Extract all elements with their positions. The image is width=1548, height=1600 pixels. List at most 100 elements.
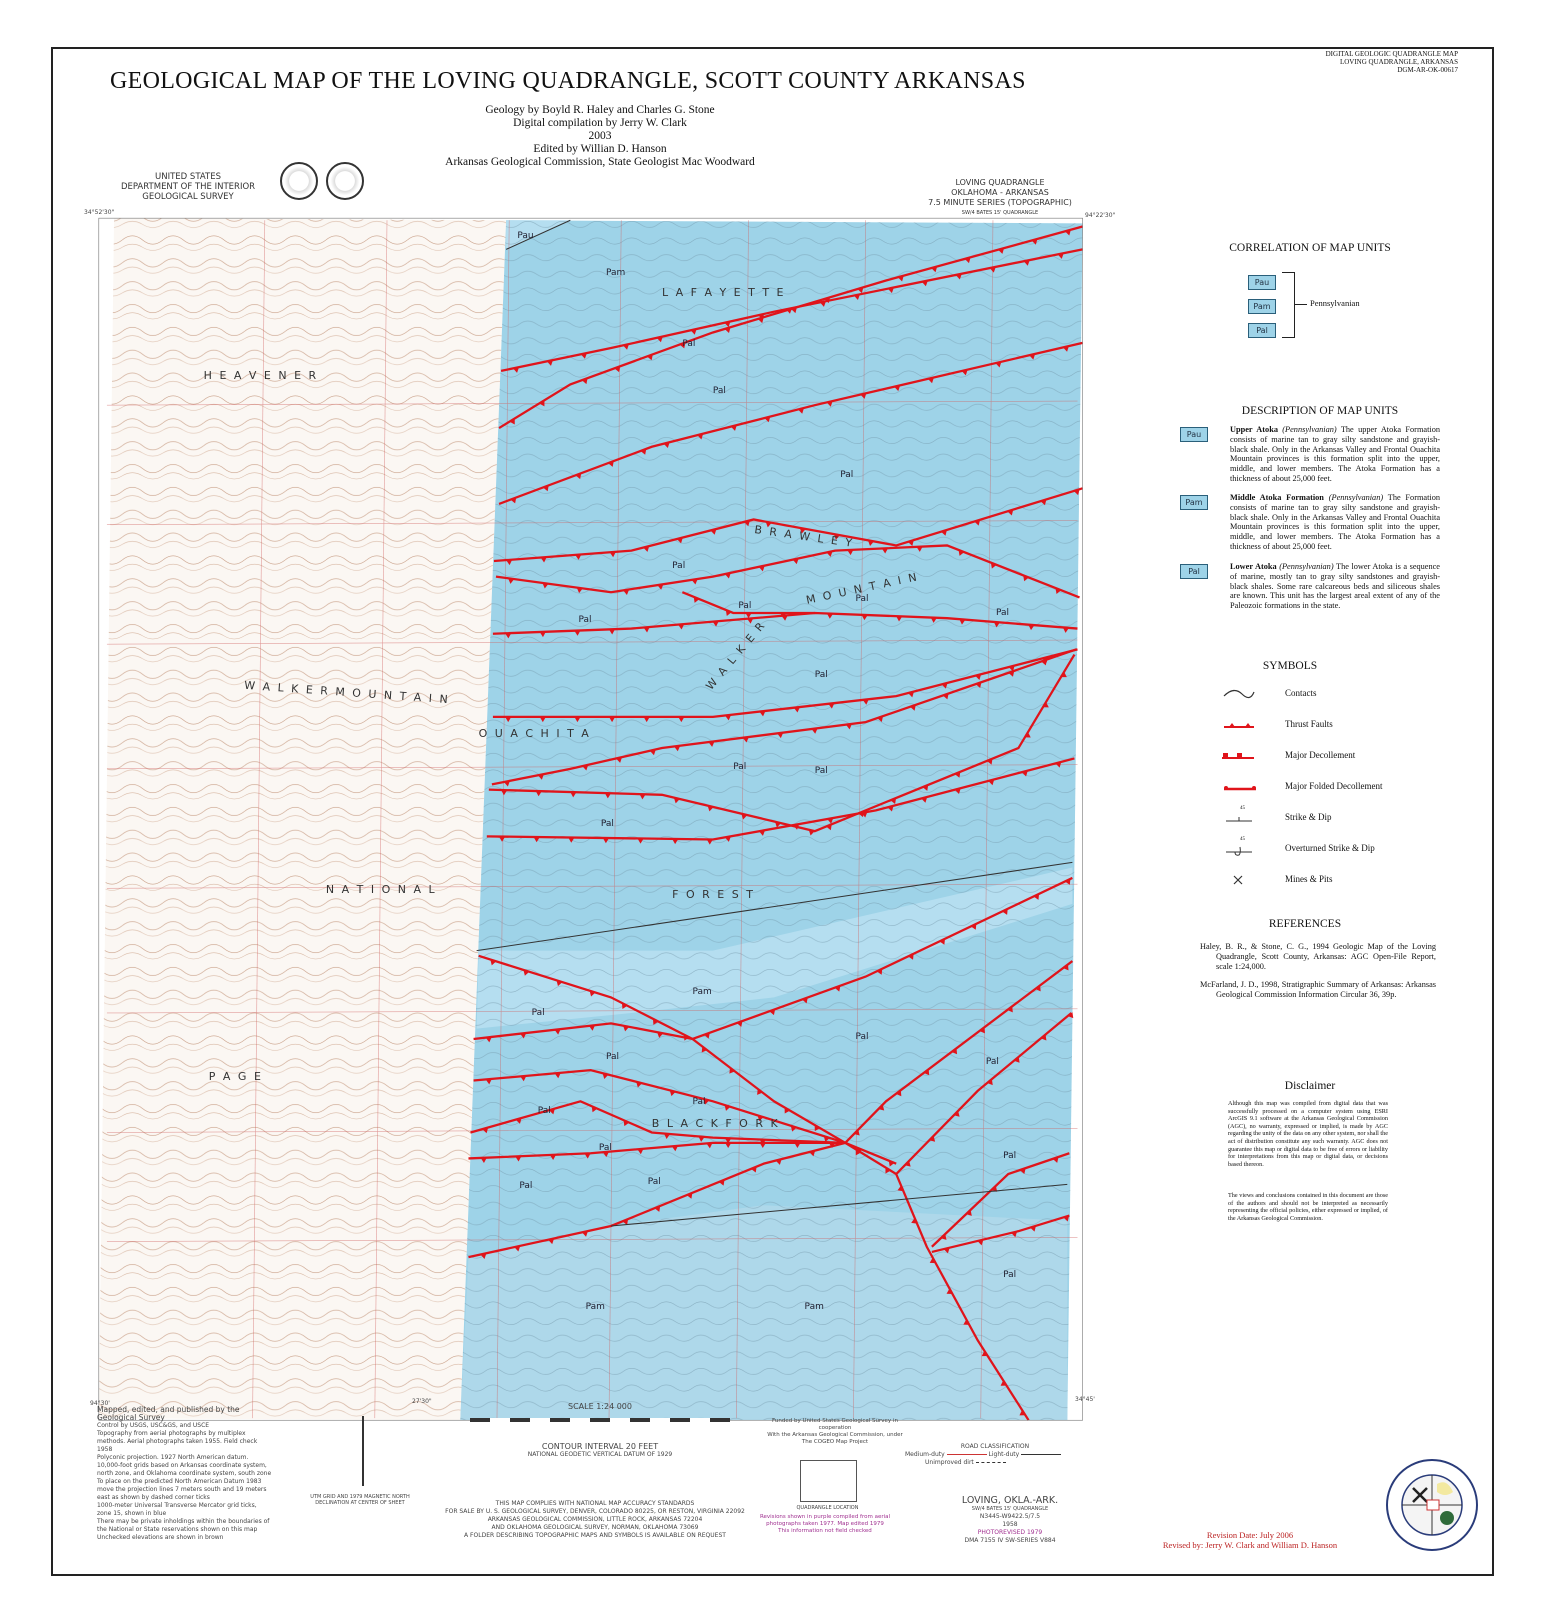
description-heading: DESCRIPTION OF MAP UNITS [1241, 405, 1399, 417]
map-unit-label: Pal [840, 469, 854, 480]
funding-line: Funded by United States Geological Surve… [772, 1418, 898, 1431]
corner-coordinate: 94°22'30" [1085, 212, 1116, 219]
fault-teeth-icon [990, 562, 997, 569]
fault-teeth-icon [1062, 627, 1069, 633]
place-label: B L A C K F O R K [651, 1116, 780, 1130]
contour-interval: CONTOUR INTERVAL 20 FEET [541, 1442, 659, 1451]
fault-teeth-icon [570, 792, 577, 798]
contact-line [505, 219, 571, 250]
fault-teeth-icon [798, 407, 804, 414]
fault-teeth-icon [814, 1125, 820, 1132]
credit-line: Geology by Boyld R. Haley and Charles G.… [485, 104, 715, 116]
fault-teeth-icon [819, 301, 826, 307]
fault-teeth-icon [707, 805, 714, 812]
map-unit-label: Pam [585, 1301, 605, 1312]
fault-teeth-icon [929, 1257, 936, 1264]
fault-teeth-icon [1067, 1012, 1074, 1019]
fault-teeth-icon [506, 559, 513, 566]
fault-teeth-icon [958, 549, 965, 556]
fault-teeth-icon [654, 1205, 661, 1212]
symbol-label: Major Decollement [1285, 750, 1356, 760]
fault-teeth-icon [826, 551, 833, 557]
fault-teeth-icon [539, 400, 545, 407]
fault-teeth-icon [520, 1032, 527, 1039]
fault-teeth-icon [501, 789, 508, 796]
fault-teeth-icon [1030, 1225, 1036, 1232]
unit-box-pau: Pau [1248, 275, 1276, 290]
fault-teeth-icon [652, 1018, 659, 1025]
fault-teeth-icon [574, 630, 581, 636]
fault-teeth-icon [548, 1238, 555, 1245]
fault-teeth-icon [691, 578, 698, 585]
road-classification: ROAD CLASSIFICATION Medium-duty Light-du… [905, 1443, 1085, 1467]
fault-teeth-icon [505, 633, 512, 639]
map-series-id: DIGITAL GEOLOGIC QUADRANGLE MAP LOVING Q… [1326, 50, 1458, 74]
standards-line: FOR SALE BY U. S. GEOLOGICAL SURVEY, DEN… [445, 1508, 745, 1515]
section-line [496, 220, 510, 1419]
fault-teeth-icon [941, 682, 948, 689]
fault-teeth-icon [686, 1192, 693, 1199]
section-line [106, 764, 1078, 770]
fault-teeth-icon [674, 745, 681, 752]
fault-teeth-icon [1021, 770, 1028, 777]
fault-teeth-icon [757, 1088, 763, 1095]
road-heading: ROAD CLASSIFICATION [960, 1443, 1030, 1450]
funding-note: Funded by United States Geological Surve… [760, 1418, 910, 1446]
fault-teeth-icon [539, 631, 546, 638]
fault-teeth-icon [991, 1185, 998, 1192]
fault-teeth-icon [845, 723, 852, 730]
fault-teeth-icon [910, 704, 916, 711]
unit-text: The Formation consists of marine tan to … [1230, 493, 1441, 551]
fault-teeth-icon [581, 378, 588, 385]
quadrangle-location-label: QUADRANGLE LOCATION [796, 1505, 859, 1511]
fault-teeth-icon [890, 797, 897, 804]
fault-teeth-icon [724, 572, 731, 579]
credit-line: Edited by Willian D. Hanson [533, 143, 667, 155]
fault-teeth-icon [861, 614, 868, 621]
correlation-chart: Pau Pam Pal Pennsylvanian [1248, 272, 1360, 338]
unit-description: Upper Atoka (Pennsylvanian) The upper At… [1230, 425, 1440, 484]
fault-teeth-icon [549, 1154, 556, 1161]
fault-teeth-icon [701, 1046, 708, 1053]
map-unit-label: Pal [985, 1056, 999, 1067]
revision-authors: Revised by: Jerry W. Clark and William D… [1162, 1540, 1338, 1550]
unit-name: Upper Atoka [1230, 425, 1278, 434]
thrust-fault-line [492, 648, 1078, 719]
unit-name: Lower Atoka [1230, 562, 1277, 571]
fault-teeth-icon [669, 1090, 676, 1097]
note-line: Topography from aerial photographs by mu… [97, 1430, 258, 1453]
standards-line: ARKANSAS GEOLOGICAL COMMISSION, LITTLE R… [487, 1516, 703, 1523]
series-line: DIGITAL GEOLOGIC QUADRANGLE MAP [1325, 50, 1458, 58]
fault-teeth-icon [790, 1125, 797, 1132]
unit-age: (Pennsylvanian) [1328, 493, 1384, 502]
fault-teeth-icon [672, 838, 679, 845]
fault-teeth-icon [508, 578, 515, 584]
fault-teeth-icon [602, 1073, 609, 1079]
fault-teeth-icon [911, 1217, 918, 1224]
revision-date: Revision Date: July 2006 [1206, 1530, 1294, 1540]
fault-teeth-icon [908, 953, 914, 960]
map-unit-label: Pal [647, 1177, 661, 1188]
fault-teeth-icon [608, 629, 616, 635]
fault-teeth-icon [808, 829, 815, 836]
fault-teeth-icon [520, 1075, 527, 1082]
fault-teeth-icon [724, 836, 731, 842]
thrust-fault-line [844, 1141, 1030, 1421]
road-light-duty: Light-duty [988, 1451, 1020, 1458]
contact-line [476, 861, 1073, 952]
fault-teeth-icon [1064, 878, 1071, 885]
unit-name: Middle Atoka Formation [1230, 493, 1324, 502]
thrust-fault-line [495, 544, 1080, 599]
note-line: Mapped, edited, and published by the Geo… [97, 1405, 240, 1422]
fault-teeth-icon [678, 716, 685, 723]
scale-block: SCALE 1:24 000 CONTOUR INTERVAL 20 FEET … [450, 1403, 750, 1459]
fault-teeth-icon [826, 401, 833, 407]
fault-teeth-icon [485, 1078, 492, 1085]
fault-teeth-icon [834, 985, 841, 992]
map-unit-label: Pam [804, 1301, 824, 1312]
references-heading: REFERENCES [1268, 918, 1342, 930]
thrust-fault-line [681, 591, 815, 615]
fault-teeth-icon [480, 1253, 487, 1259]
fault-teeth-icon [1063, 964, 1069, 971]
fault-teeth-icon [725, 1138, 732, 1144]
